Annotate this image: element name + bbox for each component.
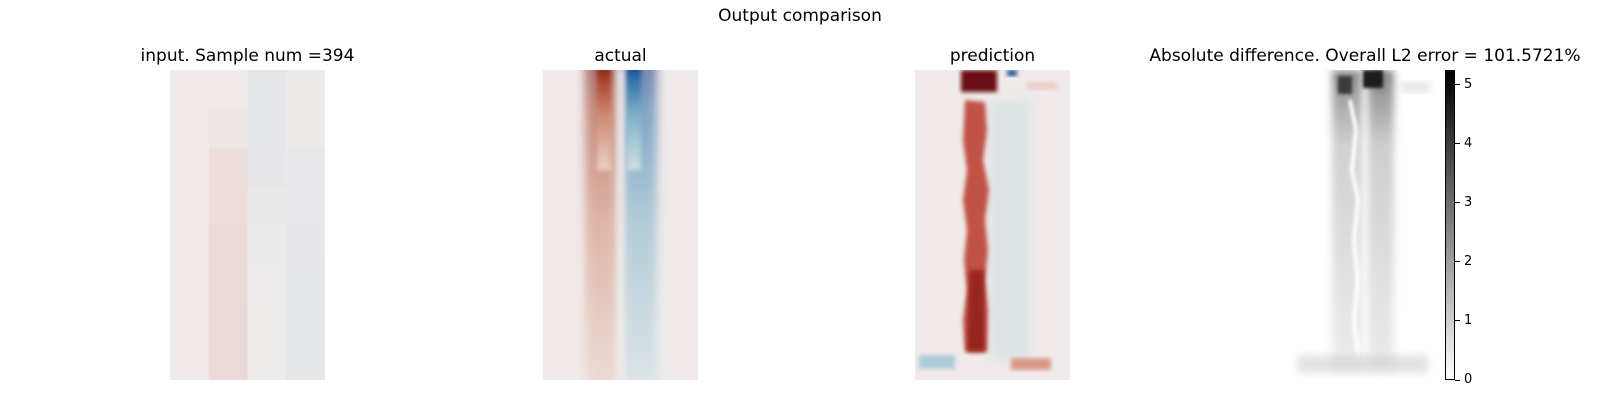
colorbar-tick-label: 4 bbox=[1464, 135, 1473, 151]
input-cell bbox=[247, 263, 287, 303]
prediction-top-right-blob bbox=[1027, 82, 1057, 90]
input-cell bbox=[286, 263, 325, 303]
input-cell bbox=[247, 70, 287, 110]
input-cell bbox=[208, 263, 248, 303]
prediction-heatmap bbox=[915, 70, 1070, 380]
input-cell bbox=[170, 302, 210, 342]
difference-top-peak bbox=[1363, 70, 1383, 88]
input-cell bbox=[170, 263, 210, 303]
input-cell bbox=[208, 341, 248, 380]
colorbar-tick-label: 0 bbox=[1464, 372, 1473, 387]
actual-panel-title: actual bbox=[594, 46, 647, 66]
colorbar-tick-label: 3 bbox=[1464, 194, 1473, 210]
colorbar-tick bbox=[1455, 202, 1460, 204]
actual-heatmap bbox=[543, 70, 698, 380]
actual-divider bbox=[617, 70, 624, 380]
input-cell bbox=[208, 302, 248, 342]
difference-top-right-haze bbox=[1400, 82, 1430, 92]
difference-panel-title: Absolute difference. Overall L2 error = … bbox=[1149, 46, 1581, 66]
input-cell bbox=[247, 302, 287, 342]
input-cell bbox=[247, 147, 287, 187]
prediction-top-positive-blob bbox=[961, 70, 997, 92]
colorbar-tick bbox=[1455, 261, 1460, 263]
colorbar-tick-label: 5 bbox=[1464, 76, 1473, 92]
input-cell bbox=[170, 341, 210, 380]
input-panel-title: input. Sample num =394 bbox=[140, 46, 355, 66]
input-cell bbox=[286, 225, 325, 265]
colorbar-tick bbox=[1455, 84, 1460, 86]
input-cell bbox=[286, 70, 325, 110]
prediction-positive-core bbox=[967, 270, 985, 352]
colorbar-tick-label: 2 bbox=[1464, 253, 1473, 269]
input-cell bbox=[247, 108, 287, 148]
input-cell bbox=[208, 186, 248, 226]
input-cell bbox=[170, 186, 210, 226]
colorbar-tick bbox=[1455, 320, 1460, 322]
input-cell bbox=[170, 147, 210, 187]
input-cell bbox=[247, 341, 287, 380]
input-cell bbox=[286, 302, 325, 342]
prediction-panel-title: prediction bbox=[949, 46, 1036, 66]
colorbar-tick-label: 1 bbox=[1464, 312, 1473, 328]
difference-background bbox=[1288, 70, 1443, 380]
prediction-top-negative-blob bbox=[1007, 70, 1017, 76]
input-cell bbox=[286, 186, 325, 226]
difference-white-contour bbox=[1348, 99, 1361, 356]
input-cell bbox=[170, 225, 210, 265]
difference-bottom-haze bbox=[1298, 355, 1428, 373]
difference-right-band bbox=[1368, 70, 1394, 370]
difference-top-left-peak bbox=[1338, 76, 1352, 94]
input-cell bbox=[286, 108, 325, 148]
input-cell bbox=[208, 225, 248, 265]
actual-negative-core bbox=[627, 70, 641, 170]
prediction-bottom-negative-blob bbox=[919, 355, 955, 369]
input-cell bbox=[247, 186, 287, 226]
input-cell bbox=[208, 108, 248, 148]
prediction-bottom-positive-blob bbox=[1011, 358, 1051, 370]
difference-colorbar bbox=[1445, 70, 1455, 380]
input-cell bbox=[247, 225, 287, 265]
figure-title: Output comparison bbox=[718, 6, 882, 26]
prediction-faint-blue-band bbox=[990, 100, 1030, 360]
input-heatmap bbox=[170, 70, 325, 380]
actual-positive-core bbox=[597, 70, 611, 170]
input-cell bbox=[286, 341, 325, 380]
colorbar-tick bbox=[1455, 379, 1460, 381]
input-cell bbox=[208, 70, 248, 110]
input-cell bbox=[208, 147, 248, 187]
input-cell bbox=[170, 108, 210, 148]
difference-heatmap bbox=[1288, 70, 1443, 380]
input-cell bbox=[286, 147, 325, 187]
input-cell bbox=[170, 70, 210, 110]
colorbar-tick bbox=[1455, 143, 1460, 145]
